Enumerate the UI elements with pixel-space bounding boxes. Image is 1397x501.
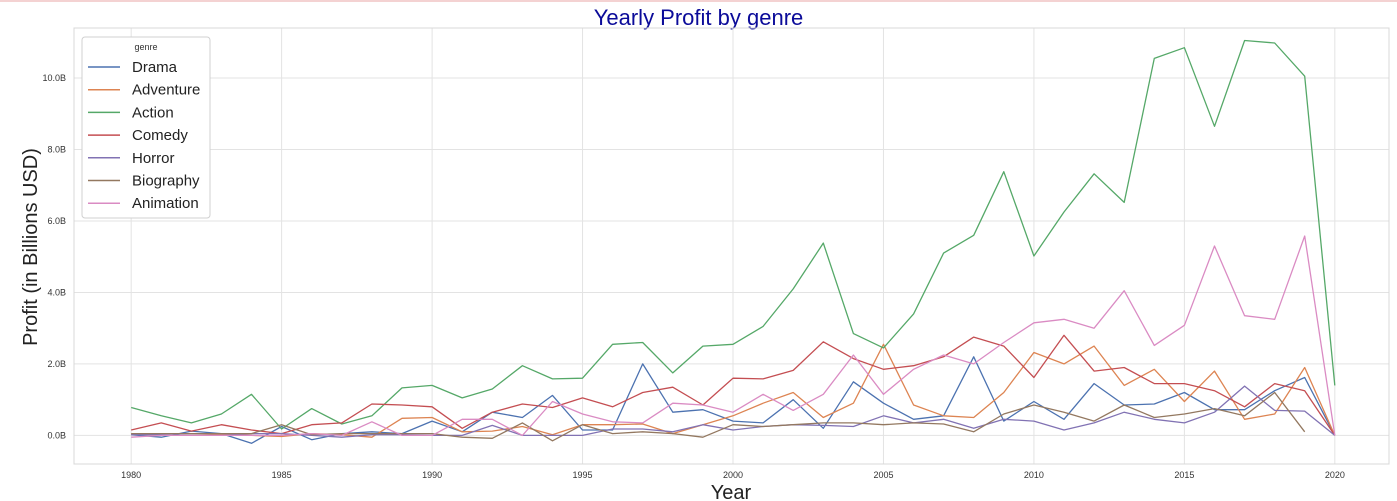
x-axis-label: Year [711,482,752,501]
legend-label-animation: Animation [132,195,199,212]
y-tick-label: 2.0B [47,359,66,369]
legend: genre Drama Adventure Action Comedy Horror Bi… [81,36,211,219]
legend-label-comedy: Comedy [132,127,188,144]
y-tick-label: 4.0B [47,287,66,297]
y-tick-labels: 0.0B 2.0B 4.0B 6.0B 8.0B 10.0B [42,73,66,440]
top-accent-bar [0,0,1397,2]
x-tick-label: 1990 [422,470,442,480]
legend-label-biography: Biography [132,173,200,190]
plot-frame [73,27,1390,465]
legend-label-action: Action [132,104,174,121]
x-tick-label: 1995 [573,470,593,480]
x-tick-label: 1980 [121,470,141,480]
legend-label-drama: Drama [132,59,178,76]
x-tick-label: 2015 [1174,470,1194,480]
y-axis-label: Profit (in Billions USD) [20,148,42,346]
series-line-animation [131,235,1336,438]
y-tick-label: 0.0B [47,430,66,440]
y-tick-label: 6.0B [47,216,66,226]
legend-label-horror: Horror [132,150,175,167]
x-tick-label: 2010 [1024,470,1044,480]
x-tick-labels: 1980 1985 1990 1995 2000 2005 2010 2015 2020 [121,470,1345,480]
y-tick-label: 10.0B [42,73,66,83]
legend-box [81,36,211,219]
x-tick-label: 1985 [272,470,292,480]
series-line-comedy [131,334,1336,436]
series-line-action [131,39,1336,430]
x-tick-label: 2000 [723,470,743,480]
x-tick-label: 2005 [873,470,893,480]
y-tick-label: 8.0B [47,145,66,155]
series-lines [131,39,1336,444]
legend-title: genre [134,42,157,52]
x-tick-label: 2020 [1325,470,1345,480]
series-line-horror [131,385,1336,438]
grid [74,28,1389,464]
legend-label-adventure: Adventure [132,82,200,99]
chart-title: Yearly Profit by genre [593,5,804,30]
series-line-drama [131,356,1336,444]
